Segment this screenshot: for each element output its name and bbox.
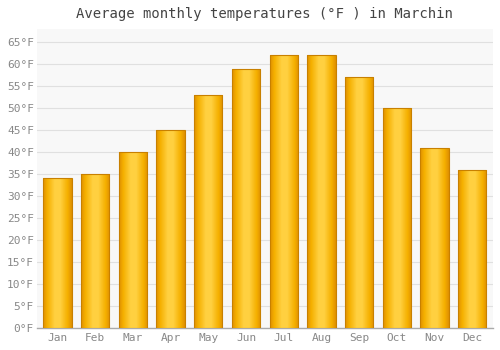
Bar	[308, 55, 336, 328]
Bar	[232, 69, 260, 328]
Title: Average monthly temperatures (°F ) in Marchin: Average monthly temperatures (°F ) in Ma…	[76, 7, 454, 21]
Bar	[156, 130, 184, 328]
Bar	[194, 95, 222, 328]
Bar	[270, 55, 298, 328]
Bar	[458, 169, 486, 328]
Bar	[345, 77, 374, 328]
Bar	[382, 108, 411, 328]
Bar	[118, 152, 147, 328]
Bar	[420, 148, 448, 328]
Bar	[81, 174, 110, 328]
Bar	[44, 178, 72, 328]
